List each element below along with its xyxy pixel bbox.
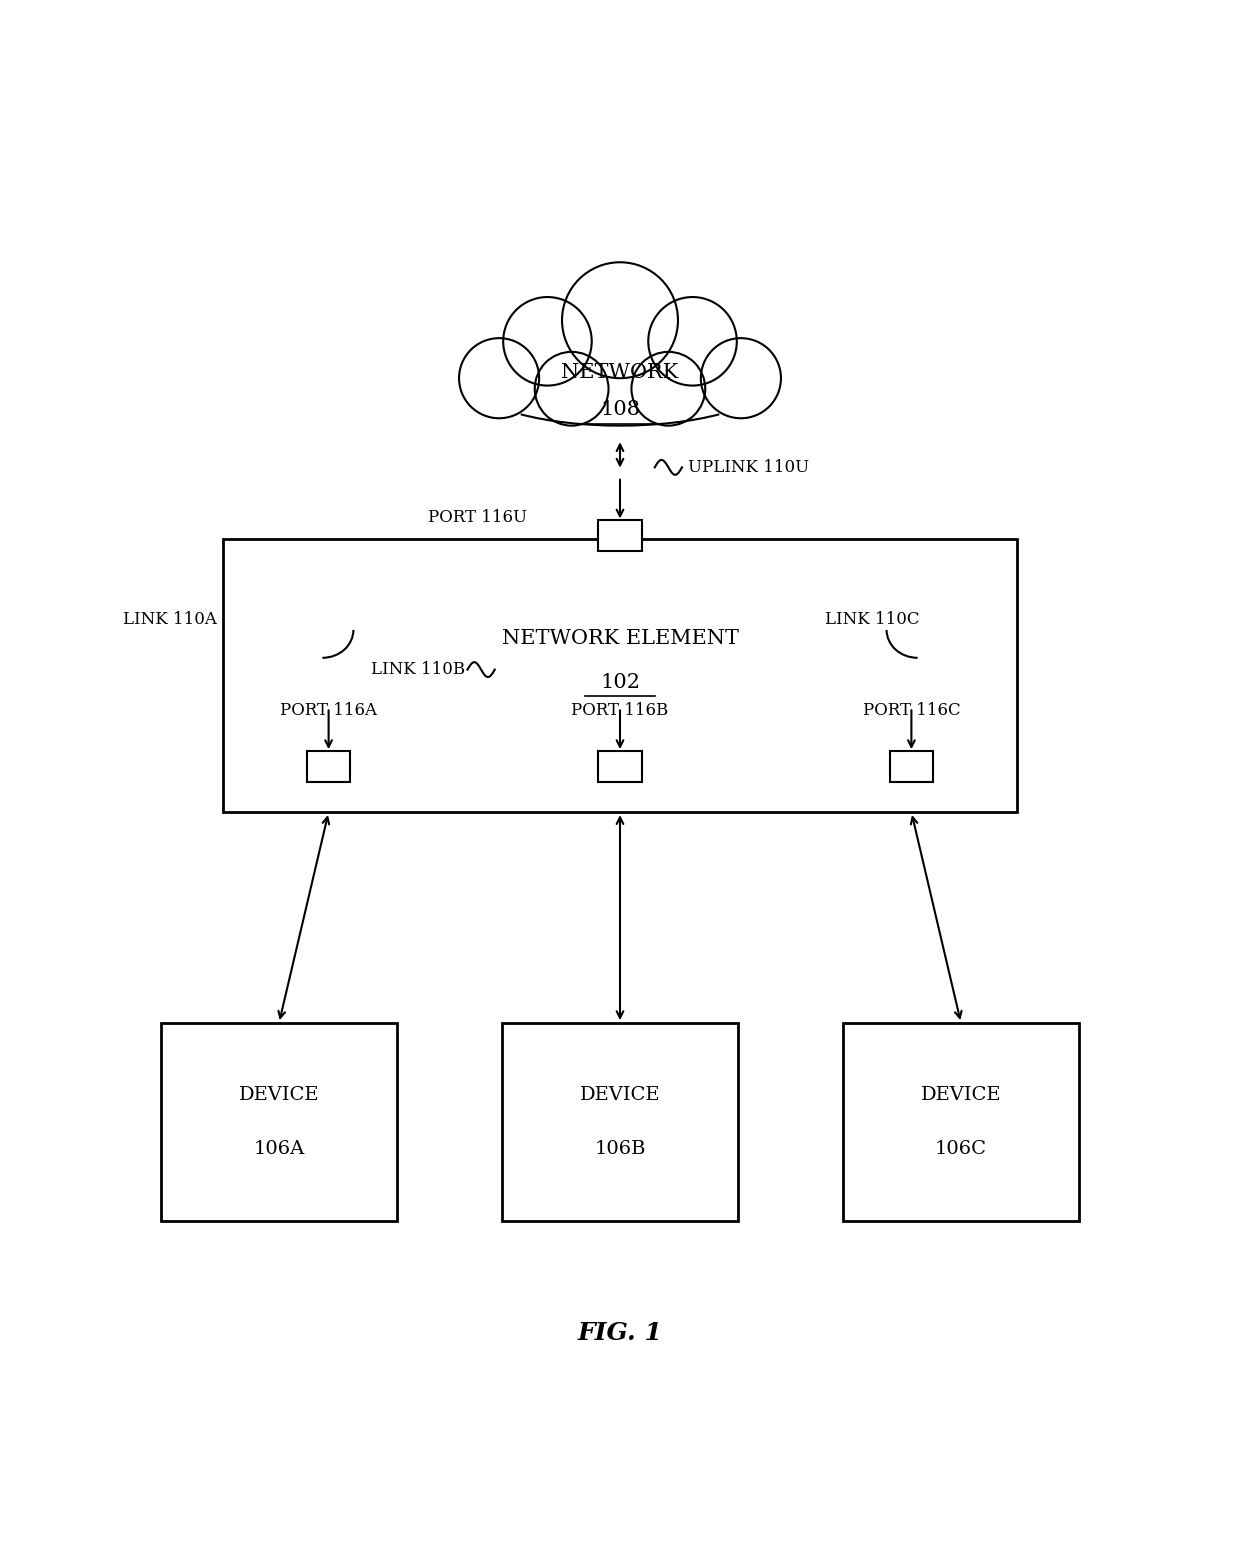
- Circle shape: [649, 298, 737, 386]
- Text: LINK 110A: LINK 110A: [123, 612, 217, 628]
- Text: 106C: 106C: [935, 1141, 987, 1158]
- Text: DEVICE: DEVICE: [921, 1087, 1001, 1104]
- Text: PORT 116B: PORT 116B: [572, 702, 668, 719]
- Text: PORT 116A: PORT 116A: [280, 702, 377, 719]
- Text: NETWORK: NETWORK: [562, 363, 678, 381]
- Text: LINK 110B: LINK 110B: [371, 662, 465, 677]
- FancyBboxPatch shape: [161, 1023, 397, 1221]
- FancyBboxPatch shape: [890, 750, 934, 781]
- FancyBboxPatch shape: [306, 750, 350, 781]
- Text: 106A: 106A: [253, 1141, 305, 1158]
- Text: 108: 108: [600, 400, 640, 419]
- Circle shape: [562, 262, 678, 378]
- FancyBboxPatch shape: [843, 1023, 1079, 1221]
- FancyBboxPatch shape: [223, 539, 1017, 812]
- FancyBboxPatch shape: [466, 363, 774, 415]
- Circle shape: [701, 338, 781, 418]
- Text: NETWORK ELEMENT: NETWORK ELEMENT: [501, 629, 739, 648]
- Text: LINK 110C: LINK 110C: [825, 612, 919, 628]
- Text: 102: 102: [600, 673, 640, 691]
- FancyBboxPatch shape: [598, 521, 642, 552]
- FancyBboxPatch shape: [502, 1023, 738, 1221]
- Text: PORT 116U: PORT 116U: [428, 508, 527, 525]
- Circle shape: [631, 352, 706, 426]
- Text: DEVICE: DEVICE: [239, 1087, 319, 1104]
- Circle shape: [503, 298, 591, 386]
- Text: FIG. 1: FIG. 1: [578, 1321, 662, 1345]
- Circle shape: [459, 338, 539, 418]
- Circle shape: [534, 352, 609, 426]
- Text: 106B: 106B: [594, 1141, 646, 1158]
- FancyBboxPatch shape: [598, 750, 642, 781]
- Text: PORT 116C: PORT 116C: [863, 702, 960, 719]
- Text: UPLINK 110U: UPLINK 110U: [688, 459, 810, 476]
- Text: DEVICE: DEVICE: [580, 1087, 660, 1104]
